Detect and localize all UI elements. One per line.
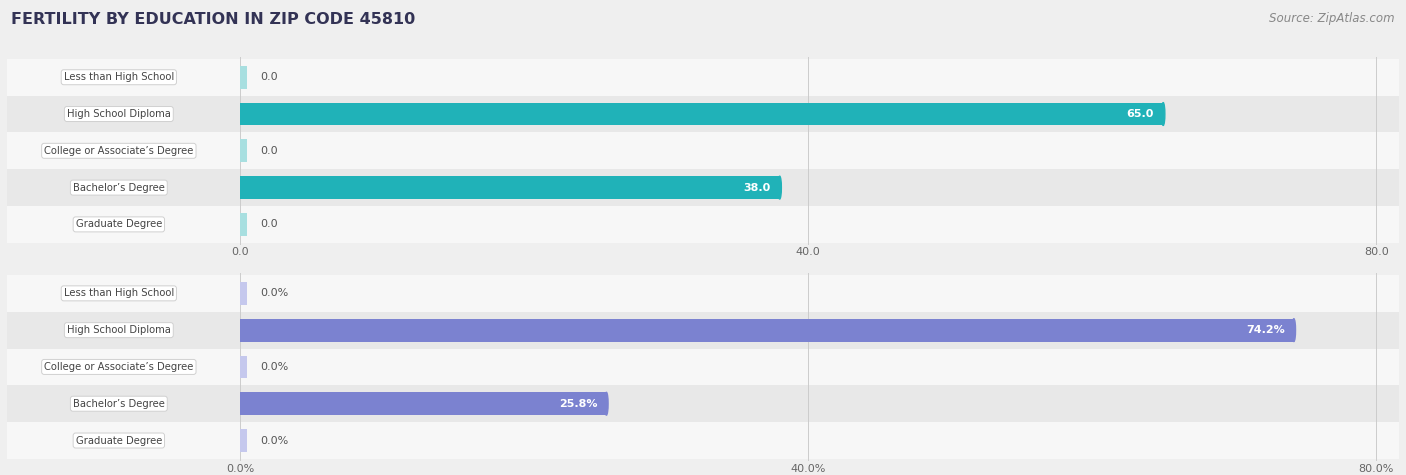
Ellipse shape (1292, 319, 1295, 342)
Ellipse shape (605, 392, 607, 415)
Bar (240, 213, 247, 236)
Ellipse shape (778, 176, 782, 199)
Bar (7, 385, 1399, 422)
Text: Source: ZipAtlas.com: Source: ZipAtlas.com (1270, 12, 1395, 25)
Bar (7, 275, 1399, 312)
Bar (240, 392, 606, 415)
Text: College or Associate’s Degree: College or Associate’s Degree (44, 146, 194, 156)
Text: 0.0%: 0.0% (260, 288, 290, 298)
Text: 0.0%: 0.0% (260, 436, 290, 446)
Text: 0.0: 0.0 (260, 72, 278, 82)
Text: 25.8%: 25.8% (558, 399, 598, 408)
Bar (240, 176, 780, 199)
Text: Graduate Degree: Graduate Degree (76, 436, 162, 446)
Text: 0.0%: 0.0% (260, 362, 290, 372)
Bar (7, 133, 1399, 169)
Bar (240, 139, 247, 162)
Text: High School Diploma: High School Diploma (67, 109, 170, 119)
Bar (240, 103, 1163, 125)
Bar (7, 59, 1399, 95)
Text: High School Diploma: High School Diploma (67, 325, 170, 335)
Text: Bachelor’s Degree: Bachelor’s Degree (73, 399, 165, 408)
Text: Graduate Degree: Graduate Degree (76, 219, 162, 229)
Text: 65.0: 65.0 (1126, 109, 1154, 119)
Text: Less than High School: Less than High School (63, 288, 174, 298)
Bar (240, 319, 1294, 342)
Bar (7, 169, 1399, 206)
Bar (7, 312, 1399, 349)
Ellipse shape (1161, 103, 1164, 125)
Text: College or Associate’s Degree: College or Associate’s Degree (44, 362, 194, 372)
Text: Less than High School: Less than High School (63, 72, 174, 82)
Text: Bachelor’s Degree: Bachelor’s Degree (73, 182, 165, 192)
Bar (240, 355, 247, 379)
Text: 38.0: 38.0 (744, 182, 770, 192)
Text: 0.0: 0.0 (260, 219, 278, 229)
Text: FERTILITY BY EDUCATION IN ZIP CODE 45810: FERTILITY BY EDUCATION IN ZIP CODE 45810 (11, 12, 416, 27)
Bar (7, 349, 1399, 385)
Text: 74.2%: 74.2% (1246, 325, 1285, 335)
Text: 0.0: 0.0 (260, 146, 278, 156)
Bar (240, 282, 247, 305)
Bar (7, 422, 1399, 459)
Bar (7, 95, 1399, 133)
Bar (240, 66, 247, 89)
Bar (240, 429, 247, 452)
Bar (7, 206, 1399, 243)
